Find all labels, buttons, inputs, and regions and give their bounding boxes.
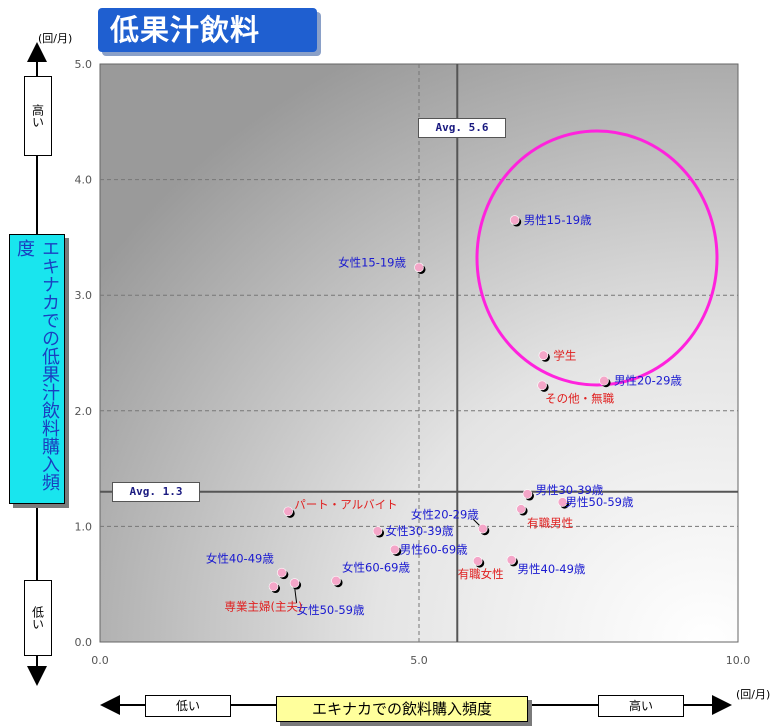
y-tick-label: 3.0 bbox=[75, 289, 93, 302]
scatter-point bbox=[557, 497, 568, 507]
point-label: 男性40-49歳 bbox=[518, 562, 586, 576]
point-label: 女性30-39歳 bbox=[386, 524, 454, 538]
point-label: 男性15-19歳 bbox=[524, 213, 592, 227]
scatter-point bbox=[414, 262, 424, 273]
point-label: 女性50-59歳 bbox=[297, 603, 365, 617]
x-unit-label: (回/月) bbox=[736, 688, 771, 701]
avg-y-label: Avg. 1.3 bbox=[112, 482, 200, 502]
y-tick-label: 5.0 bbox=[75, 58, 93, 71]
y-tick-label: 0.0 bbox=[75, 636, 93, 649]
x-tick-label: 5.0 bbox=[410, 654, 428, 667]
highlight-ellipse bbox=[475, 129, 719, 387]
y-axis-title: エキナカでの低果汁飲料購入頻度 bbox=[9, 234, 65, 504]
scatter-point bbox=[277, 567, 287, 578]
point-label: 男性30-39歳 bbox=[535, 483, 603, 497]
scatter-point bbox=[506, 555, 517, 565]
x-high-box: 高い bbox=[598, 695, 684, 717]
y-low-box: 低い bbox=[24, 580, 52, 656]
point-label: 男性50-59歳 bbox=[566, 495, 634, 509]
point-label: 女性40-49歳 bbox=[206, 552, 274, 566]
point-label: 専業主婦(主夫) bbox=[225, 600, 303, 614]
scatter-point bbox=[537, 380, 547, 391]
y-high-box: 高い bbox=[24, 76, 52, 156]
point-label: パート・アルバイト bbox=[294, 497, 397, 511]
scatter-point bbox=[522, 489, 533, 499]
scatter-point bbox=[331, 575, 341, 586]
scatter-point bbox=[372, 526, 383, 536]
scatter-point bbox=[538, 350, 549, 361]
point-label: 学生 bbox=[553, 348, 576, 362]
point-label: 有職男性 bbox=[527, 516, 573, 530]
x-tick-label: 10.0 bbox=[726, 654, 751, 667]
x-low-box: 低い bbox=[145, 695, 231, 717]
x-axis-title: エキナカでの飲料購入頻度 bbox=[276, 696, 528, 722]
point-label: その他・無職 bbox=[545, 391, 614, 405]
point-label: 男性60-69歳 bbox=[400, 543, 468, 557]
point-label: 有職女性 bbox=[458, 567, 504, 581]
scatter-point bbox=[268, 581, 279, 592]
y-unit-label: (回/月) bbox=[38, 32, 73, 45]
point-label: 男性20-29歳 bbox=[614, 374, 682, 388]
y-tick-label: 4.0 bbox=[75, 174, 93, 187]
scatter-point bbox=[477, 523, 488, 534]
y-tick-label: 2.0 bbox=[75, 405, 93, 418]
scatter-point bbox=[599, 375, 609, 386]
point-label: 女性20-29歳 bbox=[411, 508, 479, 522]
scatter-point bbox=[509, 215, 520, 225]
point-label: 女性15-19歳 bbox=[338, 255, 406, 269]
leader-line bbox=[294, 586, 298, 604]
scatter-point bbox=[389, 544, 400, 555]
point-label: 女性60-69歳 bbox=[342, 561, 410, 575]
scatter-point bbox=[472, 556, 483, 566]
scatter-point bbox=[289, 578, 300, 588]
y-tick-label: 1.0 bbox=[75, 520, 93, 533]
scatter-point bbox=[283, 506, 294, 517]
scatter-point bbox=[516, 504, 526, 514]
chart-title: 低果汁飲料 bbox=[98, 8, 317, 52]
avg-x-label: Avg. 5.6 bbox=[418, 118, 506, 138]
x-tick-label: 0.0 bbox=[91, 654, 109, 667]
